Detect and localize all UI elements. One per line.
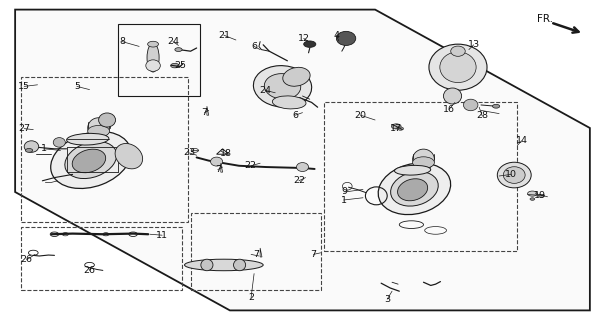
Text: 7: 7: [253, 250, 260, 259]
Ellipse shape: [201, 259, 213, 271]
Ellipse shape: [147, 43, 159, 72]
Ellipse shape: [463, 99, 478, 111]
Ellipse shape: [336, 31, 356, 45]
Circle shape: [171, 63, 179, 68]
Text: 7: 7: [215, 165, 221, 174]
Text: 16: 16: [443, 105, 455, 114]
Text: 28: 28: [476, 111, 488, 120]
Ellipse shape: [115, 143, 143, 169]
Ellipse shape: [51, 132, 131, 188]
Text: 5: 5: [74, 82, 80, 91]
Text: 9: 9: [342, 188, 348, 196]
Text: 6: 6: [292, 111, 298, 120]
Text: 24: 24: [167, 37, 179, 46]
Ellipse shape: [413, 149, 434, 170]
Text: 23: 23: [183, 148, 195, 157]
Ellipse shape: [253, 66, 312, 107]
Ellipse shape: [185, 259, 263, 271]
Ellipse shape: [503, 167, 525, 183]
Text: 20: 20: [355, 111, 367, 120]
Bar: [21, 227, 182, 290]
Ellipse shape: [378, 163, 451, 215]
Text: 21: 21: [218, 31, 230, 40]
Bar: [118, 24, 200, 96]
Text: 6: 6: [251, 42, 257, 51]
Ellipse shape: [397, 179, 428, 201]
Text: 8: 8: [119, 37, 125, 46]
Circle shape: [391, 124, 401, 129]
Text: 7: 7: [310, 250, 316, 259]
Ellipse shape: [283, 67, 310, 86]
Bar: [21, 77, 188, 222]
Ellipse shape: [24, 141, 39, 152]
Text: 22: 22: [293, 176, 305, 185]
Ellipse shape: [394, 165, 431, 175]
Ellipse shape: [391, 172, 438, 206]
Circle shape: [175, 48, 182, 52]
Ellipse shape: [72, 149, 106, 173]
Ellipse shape: [272, 96, 306, 109]
Text: 24: 24: [259, 86, 271, 95]
Text: 25: 25: [174, 61, 186, 70]
Ellipse shape: [296, 163, 309, 172]
Text: 4: 4: [333, 31, 339, 40]
Ellipse shape: [429, 44, 487, 90]
Ellipse shape: [451, 46, 465, 56]
Circle shape: [538, 194, 544, 197]
Circle shape: [492, 104, 500, 108]
Ellipse shape: [264, 74, 301, 99]
Text: 1: 1: [41, 144, 47, 153]
Circle shape: [528, 191, 537, 196]
Text: 2: 2: [248, 293, 254, 302]
Text: 14: 14: [515, 136, 528, 145]
Text: 18: 18: [220, 149, 232, 158]
Bar: [191, 213, 321, 290]
Ellipse shape: [413, 157, 434, 168]
Ellipse shape: [67, 133, 109, 145]
Polygon shape: [15, 10, 590, 310]
Bar: [324, 102, 517, 251]
Ellipse shape: [88, 125, 110, 137]
Ellipse shape: [65, 141, 117, 179]
Ellipse shape: [497, 162, 531, 188]
Text: 1: 1: [341, 196, 347, 204]
Text: 12: 12: [298, 34, 310, 43]
Ellipse shape: [443, 88, 462, 104]
Ellipse shape: [53, 138, 65, 147]
Circle shape: [530, 198, 535, 200]
Ellipse shape: [440, 52, 476, 83]
Ellipse shape: [88, 118, 110, 138]
Text: 17: 17: [390, 124, 402, 133]
Text: 26: 26: [83, 266, 96, 275]
Ellipse shape: [146, 60, 160, 71]
Ellipse shape: [99, 113, 116, 127]
Text: 26: 26: [21, 255, 33, 264]
Text: 7: 7: [201, 108, 208, 117]
Text: 15: 15: [18, 82, 30, 91]
Text: 3: 3: [384, 295, 390, 304]
Text: 27: 27: [18, 124, 30, 133]
Circle shape: [397, 127, 404, 130]
Text: 11: 11: [156, 231, 168, 240]
Text: 10: 10: [505, 170, 517, 179]
Ellipse shape: [234, 259, 246, 271]
Circle shape: [304, 41, 316, 47]
Ellipse shape: [211, 157, 223, 166]
Circle shape: [148, 41, 159, 47]
Circle shape: [25, 148, 33, 152]
Text: FR.: FR.: [537, 13, 552, 24]
Text: 13: 13: [468, 40, 480, 49]
Text: 22: 22: [244, 161, 256, 170]
Text: 19: 19: [534, 191, 546, 200]
